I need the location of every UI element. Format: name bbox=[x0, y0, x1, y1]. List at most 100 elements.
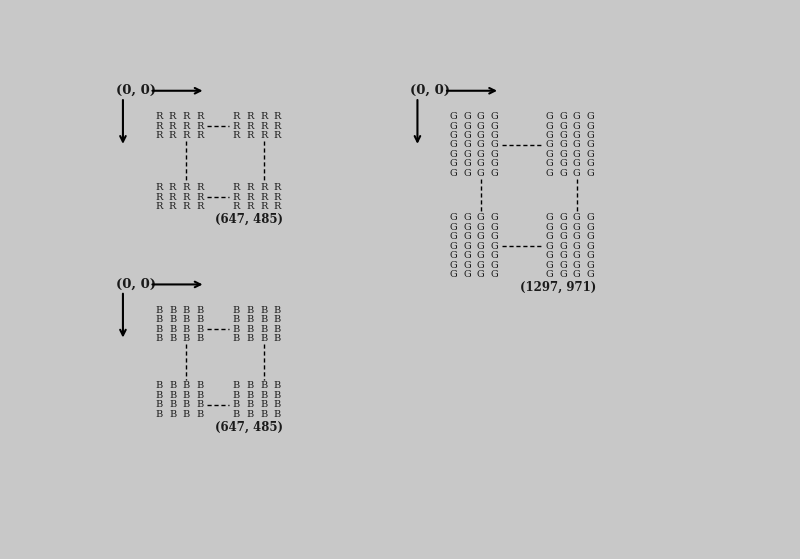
Text: B: B bbox=[274, 400, 281, 409]
Text: R: R bbox=[196, 121, 203, 131]
Text: R: R bbox=[260, 131, 267, 140]
Text: B: B bbox=[246, 306, 254, 315]
Text: G: G bbox=[450, 150, 458, 159]
Text: B: B bbox=[246, 315, 254, 324]
Text: G: G bbox=[463, 121, 471, 131]
Text: B: B bbox=[169, 410, 176, 419]
Text: G: G bbox=[490, 241, 498, 250]
Text: G: G bbox=[450, 270, 458, 279]
Text: G: G bbox=[463, 251, 471, 260]
Text: B: B bbox=[260, 391, 267, 400]
Text: G: G bbox=[573, 150, 581, 159]
Text: (647, 485): (647, 485) bbox=[214, 213, 282, 226]
Text: G: G bbox=[546, 260, 554, 269]
Text: B: B bbox=[196, 334, 203, 343]
Text: G: G bbox=[573, 121, 581, 131]
Text: G: G bbox=[586, 222, 594, 231]
Text: G: G bbox=[450, 121, 458, 131]
Text: R: R bbox=[233, 131, 240, 140]
Text: R: R bbox=[246, 192, 254, 202]
Text: B: B bbox=[182, 410, 190, 419]
Text: B: B bbox=[274, 334, 281, 343]
Text: R: R bbox=[182, 202, 190, 211]
Text: B: B bbox=[155, 381, 162, 390]
Text: G: G bbox=[573, 232, 581, 241]
Text: G: G bbox=[546, 140, 554, 149]
Text: B: B bbox=[260, 400, 267, 409]
Text: G: G bbox=[477, 251, 485, 260]
Text: (0, 0): (0, 0) bbox=[115, 278, 155, 291]
Text: B: B bbox=[169, 306, 176, 315]
Text: G: G bbox=[450, 169, 458, 178]
Text: G: G bbox=[586, 169, 594, 178]
Text: G: G bbox=[559, 112, 567, 121]
Text: (647, 485): (647, 485) bbox=[214, 420, 282, 434]
Text: G: G bbox=[490, 260, 498, 269]
Text: G: G bbox=[450, 222, 458, 231]
Text: G: G bbox=[477, 159, 485, 168]
Text: G: G bbox=[546, 150, 554, 159]
Text: R: R bbox=[182, 183, 190, 192]
Text: B: B bbox=[233, 315, 240, 324]
Text: G: G bbox=[463, 270, 471, 279]
Text: G: G bbox=[586, 241, 594, 250]
Text: G: G bbox=[546, 222, 554, 231]
Text: R: R bbox=[196, 183, 203, 192]
Text: R: R bbox=[155, 192, 162, 202]
Text: R: R bbox=[155, 131, 162, 140]
Text: B: B bbox=[196, 315, 203, 324]
Text: B: B bbox=[274, 381, 281, 390]
Text: G: G bbox=[490, 222, 498, 231]
Text: B: B bbox=[233, 400, 240, 409]
Text: B: B bbox=[260, 315, 267, 324]
Text: G: G bbox=[586, 140, 594, 149]
Text: R: R bbox=[155, 183, 162, 192]
Text: B: B bbox=[182, 306, 190, 315]
Text: B: B bbox=[169, 381, 176, 390]
Text: B: B bbox=[169, 391, 176, 400]
Text: G: G bbox=[586, 213, 594, 222]
Text: B: B bbox=[169, 400, 176, 409]
Text: G: G bbox=[450, 260, 458, 269]
Text: (0, 0): (0, 0) bbox=[410, 84, 450, 97]
Text: B: B bbox=[196, 400, 203, 409]
Text: R: R bbox=[233, 202, 240, 211]
Text: B: B bbox=[155, 391, 162, 400]
Text: (1297, 971): (1297, 971) bbox=[520, 281, 596, 294]
Text: B: B bbox=[182, 325, 190, 334]
Text: G: G bbox=[573, 251, 581, 260]
Text: G: G bbox=[546, 213, 554, 222]
Text: R: R bbox=[246, 202, 254, 211]
Text: R: R bbox=[260, 121, 267, 131]
Text: B: B bbox=[196, 306, 203, 315]
Text: G: G bbox=[559, 159, 567, 168]
Text: B: B bbox=[274, 325, 281, 334]
Text: R: R bbox=[182, 192, 190, 202]
Text: R: R bbox=[233, 112, 240, 121]
Text: G: G bbox=[559, 232, 567, 241]
Text: B: B bbox=[246, 400, 254, 409]
Text: B: B bbox=[169, 315, 176, 324]
Text: R: R bbox=[169, 121, 176, 131]
Text: G: G bbox=[573, 222, 581, 231]
Text: B: B bbox=[260, 306, 267, 315]
Text: B: B bbox=[182, 391, 190, 400]
Text: G: G bbox=[477, 260, 485, 269]
Text: R: R bbox=[260, 202, 267, 211]
Text: G: G bbox=[477, 169, 485, 178]
Text: R: R bbox=[246, 112, 254, 121]
Text: G: G bbox=[546, 251, 554, 260]
Text: G: G bbox=[573, 159, 581, 168]
Text: G: G bbox=[490, 213, 498, 222]
Text: G: G bbox=[490, 121, 498, 131]
Text: G: G bbox=[559, 270, 567, 279]
Text: B: B bbox=[196, 325, 203, 334]
Text: G: G bbox=[573, 260, 581, 269]
Text: G: G bbox=[477, 222, 485, 231]
Text: B: B bbox=[233, 391, 240, 400]
Text: G: G bbox=[463, 232, 471, 241]
Text: R: R bbox=[169, 131, 176, 140]
Text: B: B bbox=[182, 400, 190, 409]
Text: G: G bbox=[573, 241, 581, 250]
Text: G: G bbox=[463, 241, 471, 250]
